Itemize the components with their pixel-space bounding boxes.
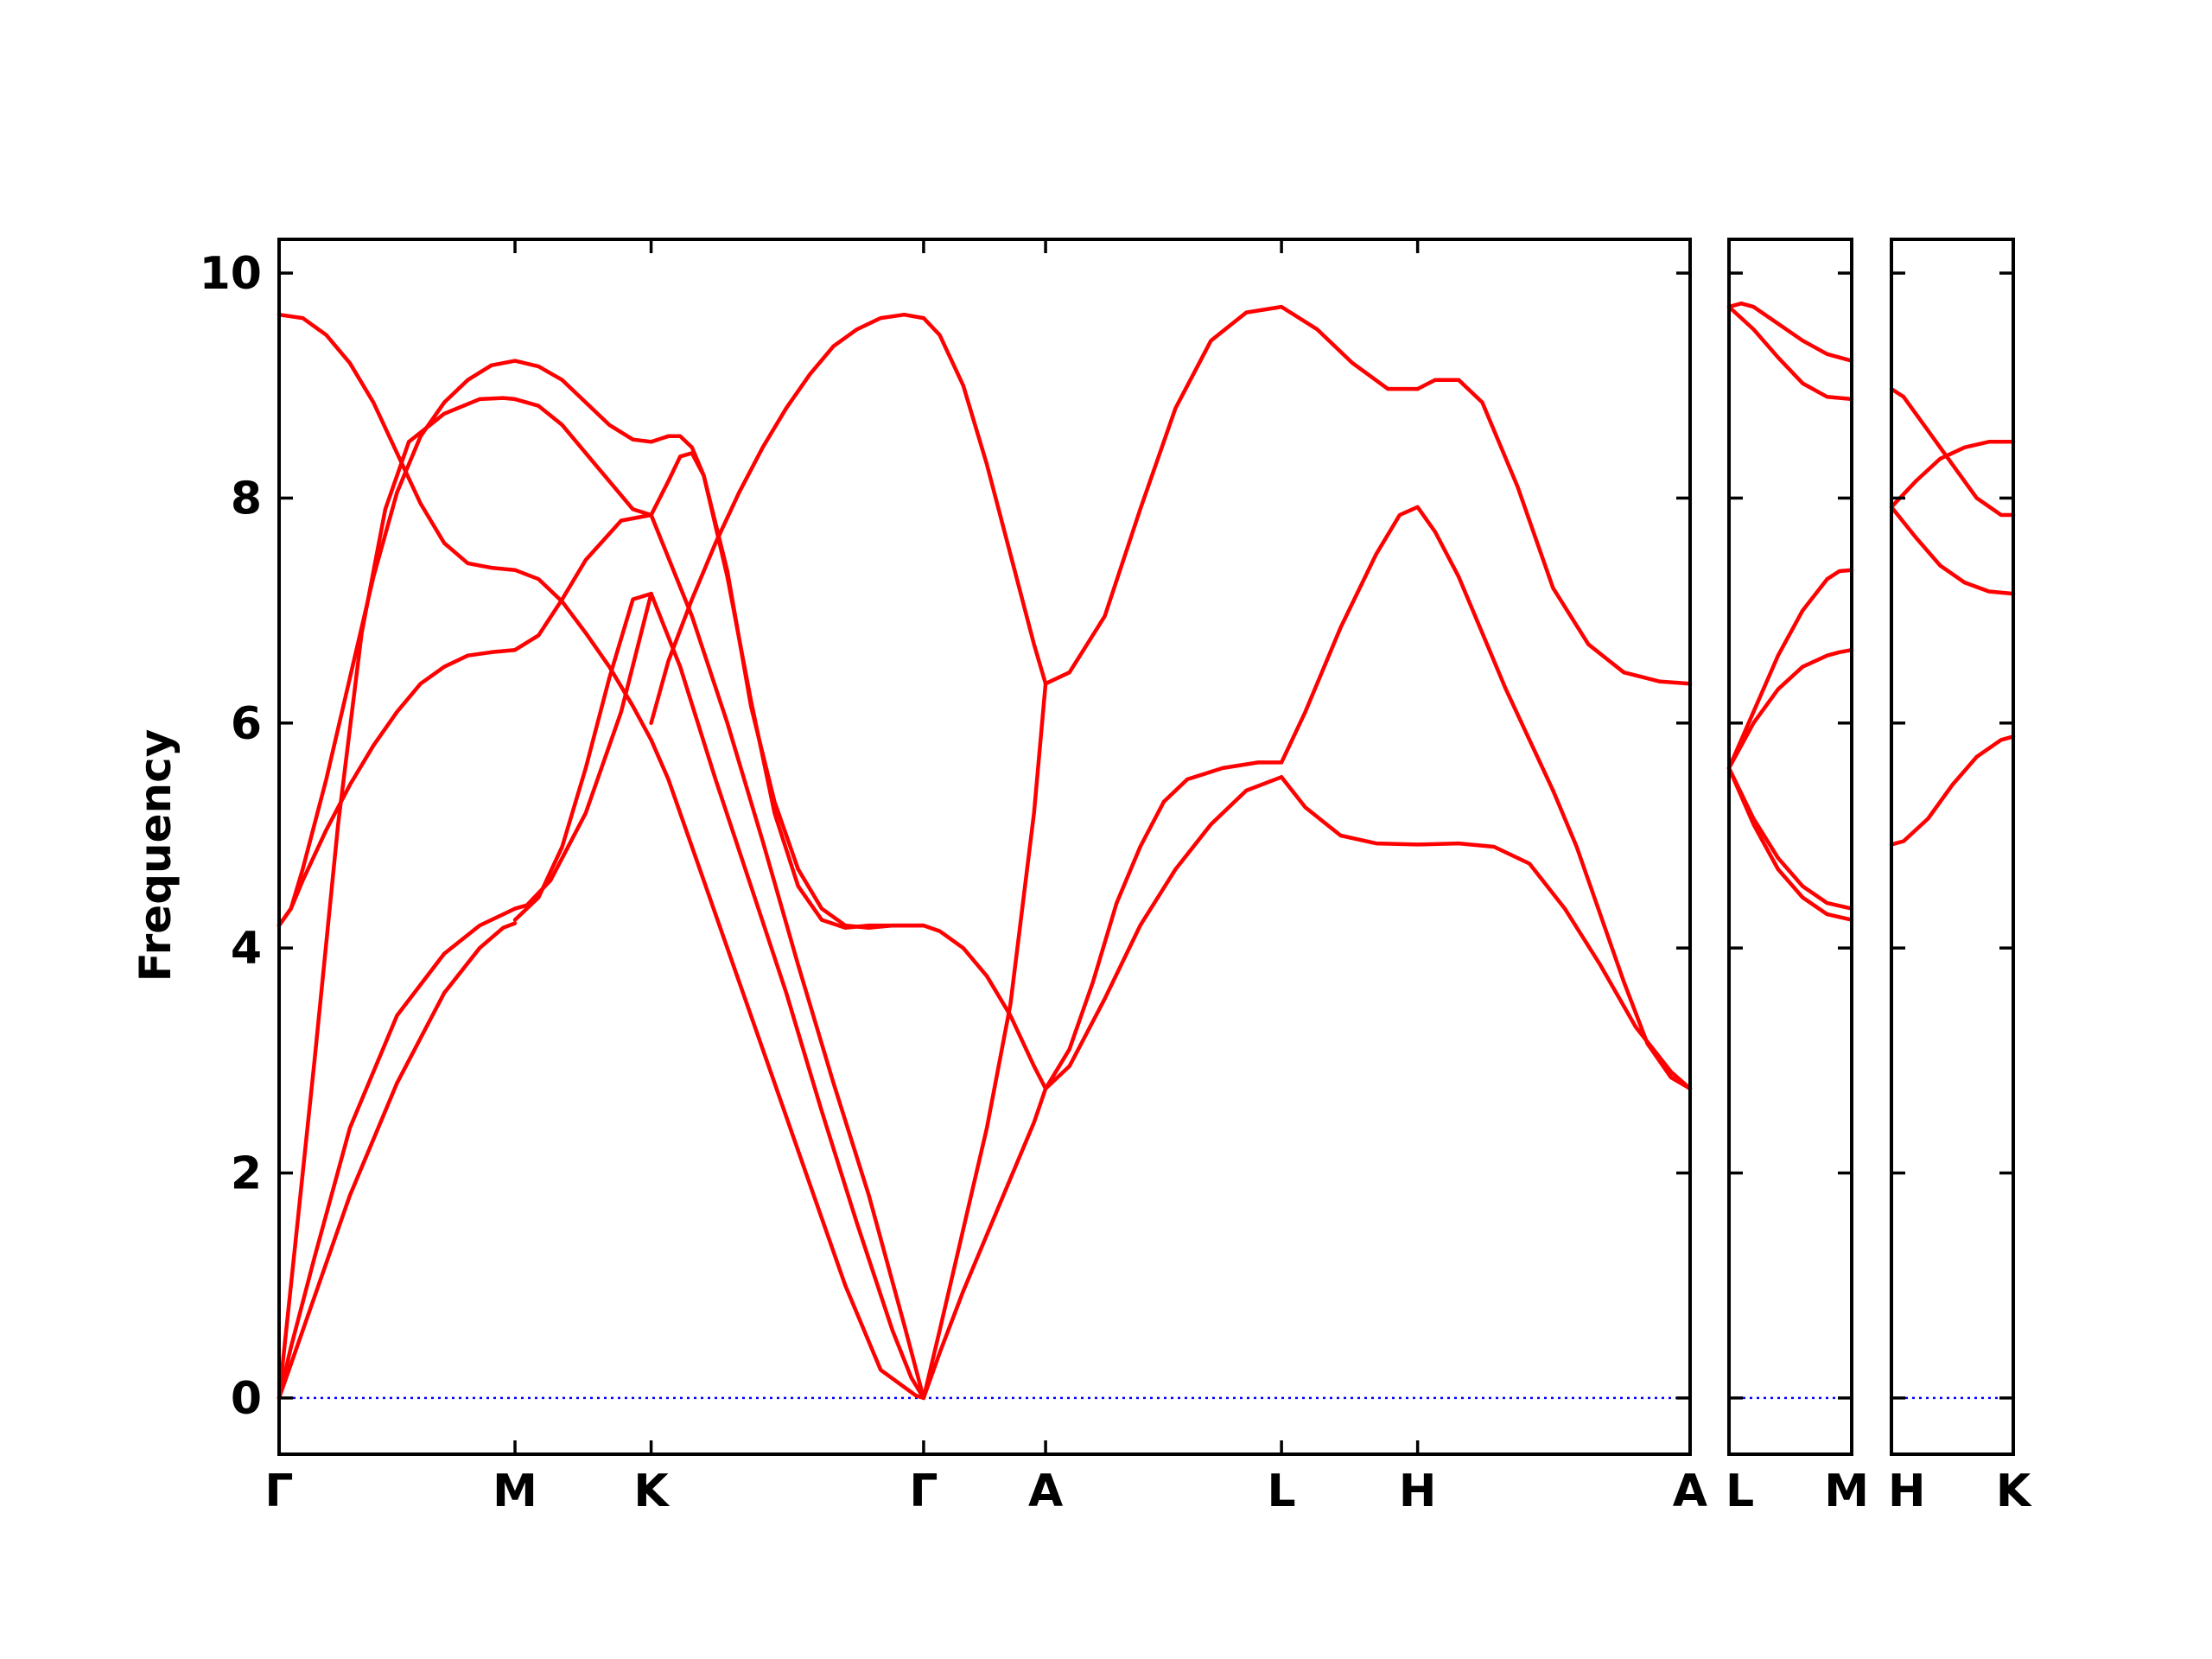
band-line-20 — [921, 315, 1048, 686]
band-line-3 — [1889, 505, 2016, 596]
y-tick-label: 4 — [231, 923, 262, 975]
plot-frame — [1727, 238, 1853, 1456]
x-tick-label: K — [1996, 1465, 2032, 1517]
band-line-6 — [276, 312, 518, 572]
band-line-2 — [1726, 304, 1854, 402]
band-line-21 — [921, 923, 1048, 1091]
band-line-6 — [1726, 766, 1854, 911]
band-line-30 — [1279, 775, 1693, 1091]
band-line-8 — [512, 591, 653, 922]
band-line-26 — [1043, 760, 1284, 1091]
band-line-18 — [649, 451, 926, 930]
band-line-19 — [649, 312, 926, 726]
x-tick-label: Γ — [909, 1465, 938, 1517]
x-tick-label: Γ — [264, 1465, 293, 1517]
x-tick-label: H — [1888, 1465, 1926, 1517]
band-line-11 — [512, 397, 653, 518]
x-tick-label: H — [1399, 1465, 1437, 1517]
band-line-5 — [276, 647, 518, 928]
band-line-2 — [276, 906, 518, 1401]
band-line-12 — [512, 512, 653, 652]
band-line-17 — [649, 434, 926, 930]
plot-frame — [1890, 238, 2015, 1456]
band-line-9 — [512, 591, 653, 911]
x-tick-label: L — [1268, 1465, 1296, 1517]
band-line-24 — [1043, 304, 1420, 686]
band-line-25 — [1415, 378, 1693, 686]
band-line-3 — [1726, 568, 1854, 771]
band-line-1 — [1889, 386, 2016, 518]
x-tick-label: K — [633, 1465, 670, 1517]
band-line-10 — [512, 359, 653, 444]
band-line-14 — [649, 591, 926, 1401]
band-line-3 — [276, 440, 411, 1401]
band-line-23 — [921, 1086, 1048, 1401]
y-tick-label: 0 — [231, 1373, 262, 1425]
x-tick-label: A — [1673, 1465, 1707, 1517]
band-line-4 — [276, 359, 518, 928]
band-line-1 — [1726, 301, 1854, 363]
band-line-27 — [1043, 775, 1284, 1091]
x-tick-label: A — [1028, 1465, 1063, 1517]
band-line-28 — [1279, 505, 1555, 793]
band-line-16 — [649, 738, 926, 1401]
y-tick-label: 2 — [231, 1148, 262, 1200]
band-line-4 — [1889, 734, 2016, 847]
band-line-7 — [406, 396, 518, 444]
y-tick-label: 8 — [231, 473, 262, 524]
panel-main: 0 2 4 6 8 10 Γ M K Γ A L H A — [200, 238, 1707, 1517]
band-line-29 — [1551, 788, 1693, 1091]
band-line-5 — [1726, 766, 1854, 922]
x-tick-label: M — [1824, 1465, 1869, 1517]
band-line-22 — [921, 681, 1048, 1401]
band-line-1 — [276, 921, 518, 1401]
plot-frame — [277, 238, 1692, 1456]
band-line-13 — [512, 568, 653, 742]
y-tick-label: 10 — [200, 248, 262, 300]
y-tick-label: 6 — [231, 698, 262, 750]
x-tick-label: M — [493, 1465, 537, 1517]
y-axis-label: Frequency — [130, 729, 181, 982]
band-line-15 — [649, 512, 926, 1401]
x-tick-label: L — [1726, 1465, 1754, 1517]
band-line-4 — [1726, 647, 1854, 771]
band-line-2 — [1889, 440, 2016, 510]
